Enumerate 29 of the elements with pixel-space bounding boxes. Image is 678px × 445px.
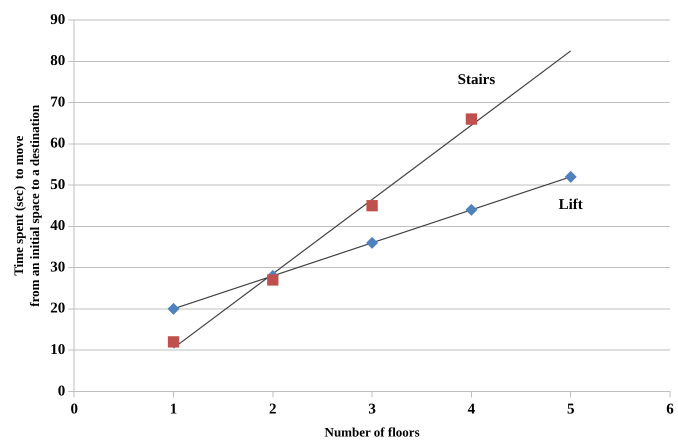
x-tick-label: 0 [70, 401, 78, 418]
x-tick-label: 1 [170, 401, 178, 418]
point [465, 204, 478, 216]
y-tick-label: 70 [50, 94, 66, 110]
x-tick-label: 5 [566, 401, 574, 418]
point [564, 170, 577, 183]
y-tick-label: 40 [50, 218, 66, 234]
x-tick-label: 2 [269, 401, 277, 418]
point [168, 302, 180, 315]
y-tick-label: 80 [50, 53, 66, 70]
y-tick-label: 30 [50, 259, 66, 276]
point [366, 200, 378, 212]
series-label: Lift [558, 196, 583, 213]
y-tick-label: 50 [50, 176, 66, 193]
point [168, 336, 180, 348]
y-tick-label: 10 [50, 342, 66, 358]
point [466, 113, 478, 125]
y-tick-label: 90 [50, 12, 66, 28]
point [267, 274, 278, 286]
y-tick-label: 60 [50, 136, 66, 152]
y-tick-label: 20 [50, 300, 66, 317]
x-tick-label: 6 [666, 401, 674, 418]
x-tick-label: 4 [468, 401, 476, 418]
x-tick-label: 3 [368, 401, 376, 418]
x-axis-title: Number of floors [324, 424, 420, 440]
series-label: Stairs [458, 72, 496, 88]
point [366, 236, 378, 249]
y-axis-title: Time spent (sec) to move from an initial space to a destination [11, 104, 42, 307]
y-tick-label: 0 [58, 383, 66, 400]
